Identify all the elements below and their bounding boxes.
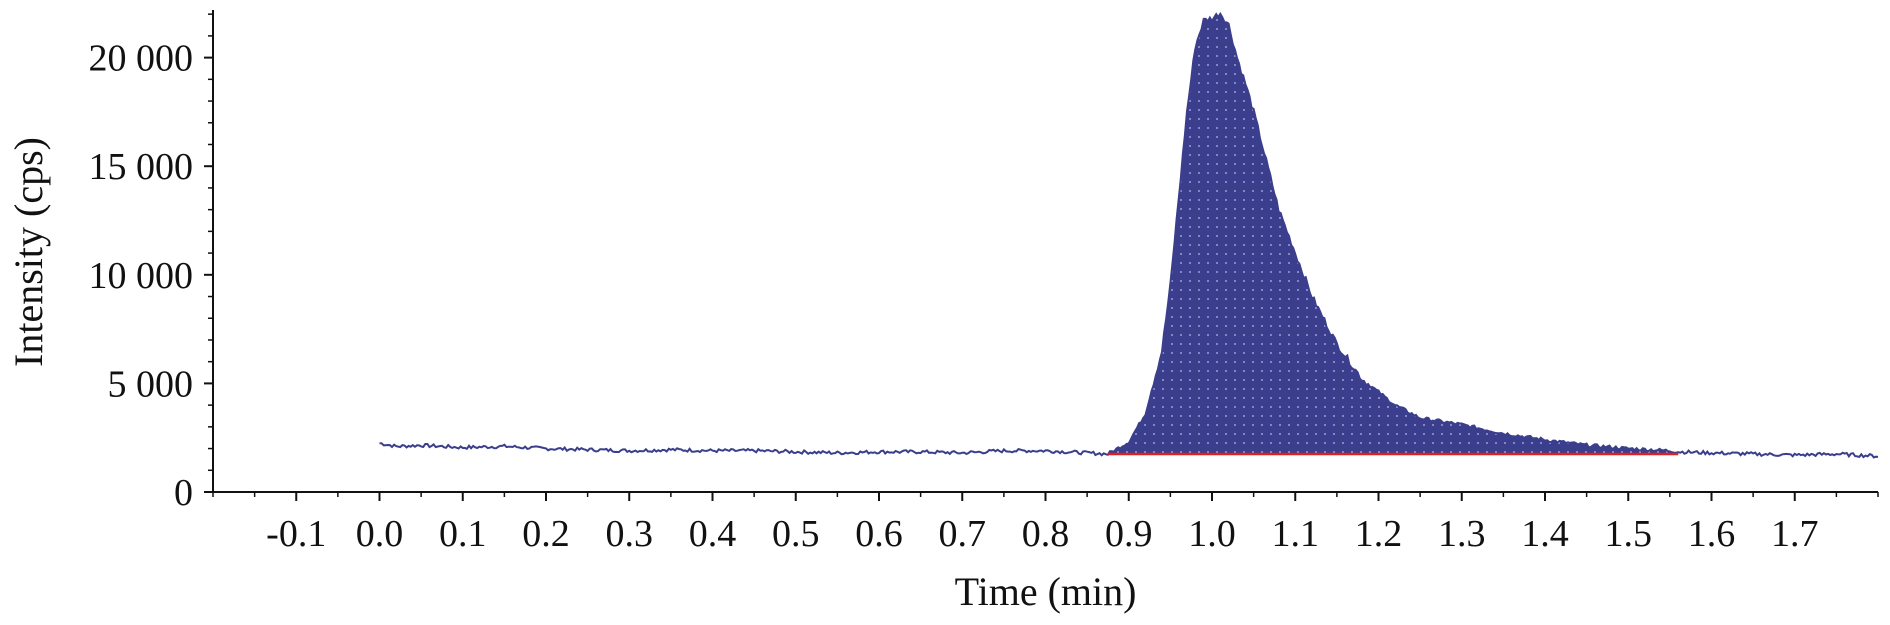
x-tick-label: 0.6: [855, 513, 903, 555]
x-tick-label: 0.9: [1105, 513, 1153, 555]
y-tick-label: 15 000: [89, 146, 194, 188]
x-tick-label: 1.7: [1771, 513, 1819, 555]
axes: -0.1 0.0 0.1 0.2 0.3 0.4 0.5 0.6 0.7 0.8 0.9 1.0 1.1…: [89, 10, 1879, 555]
x-tick-label: 1.0: [1188, 513, 1236, 555]
x-axis-title: Time (min): [955, 569, 1137, 614]
x-tick-label: 0.0: [356, 513, 404, 555]
y-tick-label: 0: [174, 472, 193, 514]
x-tick-label: 1.2: [1355, 513, 1403, 555]
x-tick-label: 1.3: [1438, 513, 1486, 555]
x-tick-label: -0.1: [266, 513, 326, 555]
y-axis-title: Intensity (cps): [6, 137, 51, 367]
x-axis-ticks: -0.1 0.0 0.1 0.2 0.3 0.4 0.5 0.6 0.7 0.8 0.9 1.0 1.1…: [212, 492, 1879, 555]
x-tick-label: 0.4: [689, 513, 737, 555]
x-tick-label: 0.3: [606, 513, 654, 555]
y-axis-ticks: 0 5 000 10 000 15 000 20 000: [89, 13, 213, 514]
x-tick-label: 1.6: [1688, 513, 1736, 555]
chromatogram-trace-line: [379, 11, 1879, 459]
x-tick-label: 1.5: [1605, 513, 1653, 555]
plot-area: [379, 11, 1879, 459]
x-tick-label: 1.4: [1521, 513, 1569, 555]
x-tick-label: 0.2: [522, 513, 570, 555]
y-tick-label: 10 000: [89, 255, 194, 297]
y-tick-label: 20 000: [89, 38, 194, 80]
x-tick-label: 0.1: [439, 513, 487, 555]
x-tick-label: 0.7: [939, 513, 987, 555]
y-tick-label: 5 000: [108, 363, 194, 405]
x-tick-label: 0.8: [1022, 513, 1070, 555]
integrated-peak-area: [1107, 13, 1679, 454]
x-tick-label: 0.5: [772, 513, 820, 555]
x-tick-label: 1.1: [1272, 513, 1320, 555]
